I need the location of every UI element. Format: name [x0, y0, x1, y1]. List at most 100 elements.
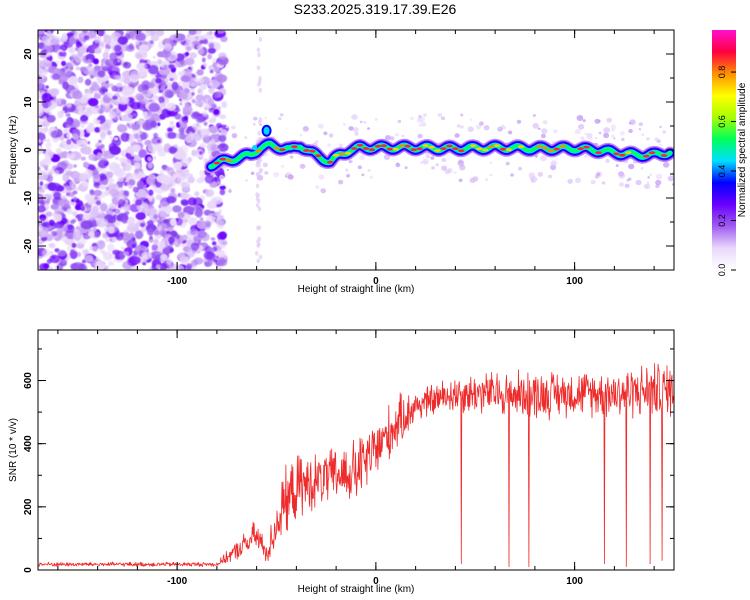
- noise-speckle: [146, 176, 156, 186]
- sparse-speckle: [252, 123, 256, 126]
- sparse-speckle: [550, 164, 557, 171]
- ridge-core: [452, 147, 459, 151]
- spectrogram-ytick-label: 10: [23, 96, 34, 108]
- ridge-core: [625, 151, 632, 154]
- snr-frame: [37, 329, 675, 571]
- noise-speckle: [112, 95, 118, 100]
- noise-speckle: [220, 35, 228, 43]
- snr-ytick-label: 600: [23, 372, 34, 389]
- noise-speckle: [158, 96, 165, 104]
- sparse-speckle: [628, 128, 633, 134]
- sparse-speckle: [441, 165, 448, 171]
- noise-speckle: [79, 66, 87, 72]
- noise-speckle: [109, 52, 117, 61]
- sparse-speckle: [430, 156, 435, 160]
- noise-speckle: [78, 46, 87, 55]
- sparse-speckle: [385, 135, 391, 141]
- noise-speckle: [126, 146, 134, 154]
- noise-speckle: [160, 253, 168, 261]
- noise-speckle: [171, 125, 176, 130]
- sparse-speckle: [537, 171, 544, 177]
- colorbar-tick-label: 0.2: [717, 214, 727, 227]
- noise-speckle: [109, 83, 114, 88]
- noise-speckle: [107, 243, 115, 252]
- sparse-speckle: [338, 143, 344, 148]
- ridge-core: [344, 151, 352, 155]
- noise-speckle: [187, 176, 195, 184]
- sparse-speckle: [475, 124, 481, 130]
- noise-speckle: [55, 185, 65, 192]
- noise-speckle: [174, 34, 182, 40]
- ridge-core: [303, 149, 310, 152]
- sparse-speckle: [611, 128, 615, 132]
- noise-speckle: [169, 218, 177, 227]
- noise-speckle: [157, 139, 161, 143]
- ridge-core: [350, 147, 358, 150]
- noise-speckle: [130, 156, 135, 160]
- noise-speckle: [123, 113, 133, 122]
- noise-speckle: [101, 122, 111, 132]
- noise-speckle: [38, 171, 45, 176]
- ridge-core: [535, 145, 542, 148]
- noise-speckle: [100, 144, 105, 149]
- ridge-core: [583, 145, 590, 149]
- noise-speckle: [118, 199, 126, 208]
- noise-speckle: [115, 254, 120, 260]
- noise-speckle: [41, 222, 47, 227]
- noise-speckle: [213, 92, 219, 99]
- noise-speckle: [199, 39, 205, 45]
- sparse-speckle: [359, 120, 363, 124]
- snr-ytick-label: 0: [23, 567, 34, 573]
- noise-speckle: [41, 120, 50, 127]
- noise-speckle: [197, 48, 204, 55]
- sparse-speckle: [646, 181, 650, 184]
- sparse-speckle: [289, 155, 294, 159]
- noise-speckle: [96, 240, 106, 250]
- noise-speckle: [133, 162, 141, 170]
- noise-speckle: [199, 151, 203, 155]
- noise-speckle: [96, 200, 101, 206]
- noise-speckle: [210, 247, 215, 254]
- noise-speckle: [113, 74, 121, 80]
- sparse-speckle: [516, 119, 522, 124]
- noise-speckle: [87, 30, 97, 39]
- streak-speckle: [257, 159, 261, 165]
- noise-speckle: [218, 231, 227, 240]
- noise-speckle: [42, 115, 48, 121]
- noise-speckle: [159, 170, 164, 175]
- noise-speckle: [145, 31, 151, 38]
- noise-speckle: [48, 242, 56, 249]
- noise-speckle: [166, 102, 177, 112]
- noise-speckle: [142, 121, 153, 131]
- noise-speckle: [157, 59, 163, 65]
- noise-speckle: [73, 34, 78, 39]
- noise-speckle: [190, 242, 200, 251]
- noise-speckle: [150, 120, 157, 128]
- noise-speckle: [211, 241, 217, 246]
- ridge-core: [517, 145, 525, 149]
- sparse-speckle: [374, 118, 378, 121]
- noise-speckle: [187, 197, 197, 206]
- noise-speckle: [77, 213, 84, 218]
- noise-speckle: [208, 34, 215, 40]
- snr-series-line: [38, 363, 674, 568]
- noise-speckle: [87, 98, 99, 107]
- noise-speckle: [87, 141, 91, 145]
- ridge-core: [559, 144, 566, 148]
- sparse-speckle: [425, 154, 431, 159]
- noise-speckle: [72, 133, 79, 140]
- ridge-core: [643, 154, 650, 158]
- sparse-speckle: [441, 157, 447, 163]
- noise-speckle: [210, 116, 217, 124]
- noise-speckle: [115, 168, 127, 177]
- noise-speckle: [74, 204, 82, 211]
- noise-speckle: [117, 95, 130, 105]
- noise-speckle: [105, 237, 110, 243]
- noise-speckle: [208, 87, 215, 94]
- streak-speckle: [258, 37, 263, 42]
- noise-speckle: [40, 230, 48, 237]
- noise-speckle: [41, 157, 52, 166]
- noise-speckle: [107, 182, 116, 190]
- noise-speckle: [123, 251, 130, 257]
- sparse-speckle: [299, 163, 306, 169]
